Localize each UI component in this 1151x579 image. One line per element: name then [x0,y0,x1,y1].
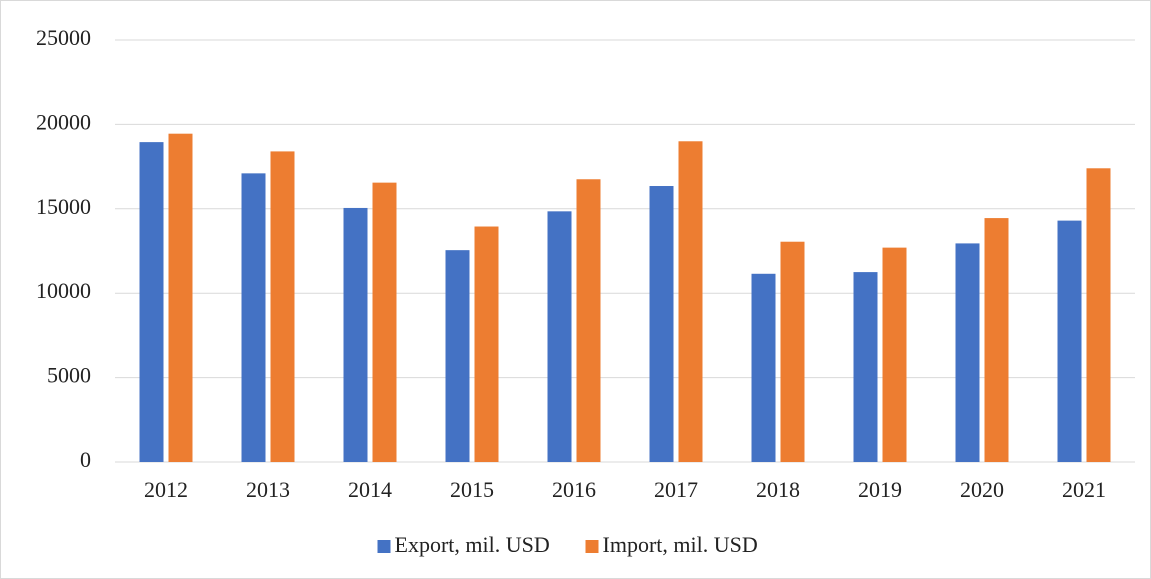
bar [751,273,776,462]
bar [1086,168,1111,462]
legend-label: Import, mil. USD [603,532,758,557]
bar [853,272,878,462]
bar [474,226,499,462]
x-tick-label: 2013 [246,477,290,502]
y-tick-label: 20000 [36,109,91,134]
y-tick-label: 10000 [36,278,91,303]
legend-swatch [377,540,391,553]
bar [882,247,907,462]
bar [984,218,1009,462]
x-tick-label: 2012 [144,477,188,502]
bar [241,173,266,463]
y-tick-label: 0 [80,447,91,472]
x-tick-label: 2018 [756,477,800,502]
x-tick-label: 2015 [450,477,494,502]
x-tick-label: 2016 [552,477,596,502]
x-tick-label: 2014 [348,477,392,502]
bar [576,179,601,462]
y-tick-label: 15000 [36,194,91,219]
bar [547,211,572,462]
bar [1057,220,1082,462]
bar [270,151,295,462]
y-tick-label: 5000 [47,363,91,388]
bar [649,186,674,462]
bar [139,142,164,462]
bar [343,207,368,462]
y-tick-label: 25000 [36,25,91,50]
bar [678,141,703,462]
x-tick-label: 2021 [1062,477,1106,502]
bar [372,182,397,463]
legend-label: Export, mil. USD [395,532,550,557]
x-tick-label: 2020 [960,477,1004,502]
x-tick-label: 2017 [654,477,698,502]
bar [955,243,980,462]
bar [168,133,193,462]
x-tick-label: 2019 [858,477,902,502]
bar [780,241,805,462]
bar [445,250,470,462]
legend-swatch [585,540,599,553]
